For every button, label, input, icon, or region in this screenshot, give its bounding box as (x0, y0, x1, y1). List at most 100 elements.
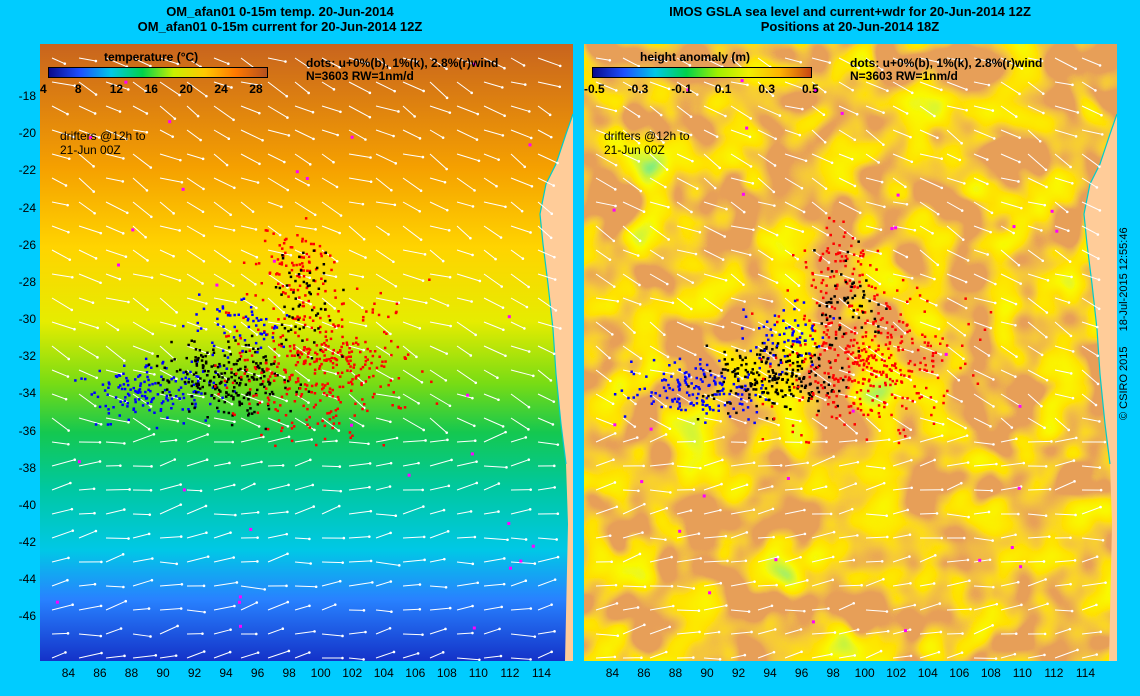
drifter-dot (813, 342, 817, 345)
current-arrow-head (285, 532, 289, 536)
current-arrow-head (227, 137, 231, 141)
current-arrow-head (233, 186, 236, 190)
drifter-dot (796, 360, 799, 364)
current-arrow (321, 153, 334, 163)
drifter-dot (394, 311, 398, 315)
drifter-dot (859, 284, 862, 288)
current-arrow-head (286, 600, 290, 604)
current-arrow (348, 657, 364, 660)
drifter-dot (330, 356, 333, 360)
current-arrow-head (388, 626, 392, 630)
drifter-dot (734, 392, 738, 395)
current-arrow-head (802, 609, 806, 613)
current-arrow (537, 201, 553, 215)
drifter-dot (825, 301, 828, 304)
current-arrow (946, 608, 971, 611)
current-arrow-head (642, 210, 646, 213)
drifter-marker (896, 193, 900, 197)
drifter-dot (378, 355, 381, 358)
current-arrow (78, 321, 98, 329)
current-arrow-head (153, 373, 156, 376)
current-arrow (510, 537, 527, 540)
current-arrow-head (478, 279, 482, 283)
drifter-dot (713, 393, 716, 396)
drifter-dot (351, 434, 354, 437)
drifter-dot (314, 268, 318, 271)
current-arrow-head (446, 304, 450, 307)
longitude-tick-label: 86 (637, 666, 651, 680)
drifter-dot (703, 373, 706, 377)
drifter-dot (744, 375, 747, 379)
current-arrow-head (364, 324, 368, 328)
current-arrow (186, 651, 205, 659)
drifter-dot (366, 409, 369, 413)
current-arrow-head (527, 110, 531, 113)
drifter-dot (822, 296, 825, 300)
drifter-dot (381, 360, 384, 363)
drifter-dot (688, 394, 691, 397)
drifter-dot (861, 335, 864, 339)
drifter-dot (964, 362, 967, 366)
current-arrow (402, 608, 420, 611)
current-arrow-head (775, 281, 779, 284)
current-arrow-head (471, 562, 475, 566)
current-arrow-head (558, 85, 562, 89)
current-arrow (946, 462, 969, 467)
drifter-dot (221, 349, 225, 352)
drifter-dot (825, 342, 828, 345)
drifter-dot (899, 368, 902, 372)
drifter-dot (630, 370, 633, 373)
current-arrow (483, 321, 504, 331)
current-arrow (757, 321, 777, 333)
drifter-dot (324, 344, 328, 347)
current-arrow-head (151, 557, 154, 560)
current-arrow-head (290, 324, 293, 328)
drifter-dot (818, 364, 821, 368)
current-arrow-head (833, 631, 837, 634)
drifter-dot (268, 375, 272, 378)
drifter-dot (183, 380, 187, 384)
dots-info-line1: dots: u+0%(b), 1%(k), 2.8%(r)wind (306, 56, 499, 70)
current-arrow (1000, 321, 1016, 326)
drifter-dot (140, 394, 144, 398)
current-arrow (105, 129, 127, 140)
current-arrow (946, 482, 962, 491)
current-arrow (1081, 153, 1100, 168)
current-arrow-head (520, 209, 524, 213)
current-arrow-head (967, 515, 970, 519)
current-arrow-head (1070, 275, 1073, 279)
drifter-dot (273, 360, 276, 363)
drifter-dot (148, 408, 151, 412)
drifter-dot (191, 402, 194, 406)
current-arrow-head (1065, 210, 1069, 214)
drifter-dot (774, 356, 778, 360)
drifter-dot (936, 376, 940, 380)
current-arrow-head (446, 438, 449, 442)
drifter-dot (843, 423, 846, 426)
current-arrow-head (448, 404, 452, 408)
current-arrow (429, 485, 449, 491)
current-arrow (456, 273, 480, 282)
drifter-dot (233, 379, 237, 382)
drifter-dot (333, 357, 336, 360)
drifter-dot (294, 381, 298, 384)
drifter-dot (173, 358, 176, 361)
drifter-dot (258, 366, 261, 370)
drifter-dot (802, 377, 805, 380)
current-arrow (703, 225, 725, 237)
drifter-dot (862, 342, 865, 345)
current-arrow (811, 608, 829, 611)
drifter-dot (233, 325, 236, 329)
current-arrow (78, 297, 94, 304)
drifter-dot (187, 381, 190, 384)
drifter-dot (380, 364, 383, 368)
current-arrow-head (1020, 603, 1023, 607)
drifter-dot (161, 360, 165, 364)
current-arrow-head (638, 283, 641, 287)
drifter-dot (890, 369, 893, 372)
current-arrow (294, 537, 310, 540)
current-arrow-head (932, 582, 936, 585)
current-arrow (78, 201, 95, 214)
current-arrow-head (940, 88, 943, 92)
drifter-dot (791, 334, 794, 337)
